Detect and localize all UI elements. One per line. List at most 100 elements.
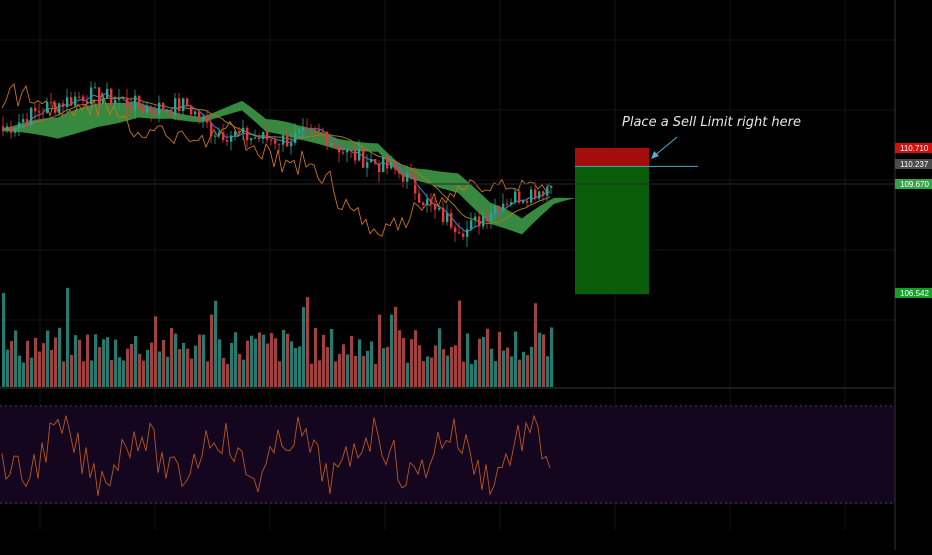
candlesticks bbox=[2, 81, 553, 248]
volume-bar bbox=[134, 335, 138, 387]
candle-down bbox=[518, 191, 521, 203]
candle-down bbox=[534, 189, 537, 199]
volume-bar bbox=[178, 349, 182, 387]
candle-down bbox=[342, 152, 345, 154]
candle-up bbox=[250, 138, 253, 141]
volume-bar bbox=[298, 346, 302, 387]
price-tag-stop-label: 110.710 bbox=[900, 144, 929, 153]
volume-bar bbox=[510, 356, 514, 387]
candle-down bbox=[334, 143, 337, 147]
candle-up bbox=[202, 116, 205, 120]
candle-up bbox=[546, 187, 549, 196]
candle-down bbox=[314, 128, 317, 130]
volume-bar bbox=[418, 345, 422, 387]
volume-bar bbox=[106, 337, 110, 387]
volume-bar bbox=[474, 359, 478, 387]
volume-bar bbox=[190, 358, 194, 387]
volume-bar bbox=[538, 332, 542, 387]
volume-bar bbox=[370, 341, 374, 387]
cloud-bullish bbox=[2, 100, 574, 235]
candle-down bbox=[266, 131, 269, 140]
candle-up bbox=[446, 212, 449, 223]
candle-up bbox=[490, 213, 493, 222]
volume-bar bbox=[150, 342, 154, 387]
volume-bar bbox=[138, 353, 142, 387]
candle-down bbox=[486, 216, 489, 222]
volume-bar bbox=[250, 335, 254, 387]
candle-up bbox=[174, 98, 177, 115]
volume-bar bbox=[142, 360, 146, 387]
volume-bar bbox=[342, 344, 346, 387]
candle-up bbox=[406, 173, 409, 182]
volume-bar bbox=[202, 334, 206, 387]
volume-bar bbox=[546, 356, 550, 387]
short-position-tool[interactable] bbox=[575, 148, 698, 295]
volume-bar bbox=[62, 361, 66, 387]
volume-bar bbox=[162, 340, 166, 387]
candle-up bbox=[390, 162, 393, 169]
volume-bar bbox=[234, 332, 238, 387]
candle-down bbox=[226, 139, 229, 142]
candle-down bbox=[414, 176, 417, 194]
candle-down bbox=[398, 169, 401, 174]
candle-up bbox=[234, 131, 237, 136]
candle-down bbox=[186, 98, 189, 106]
price-tag-entry: 110.237 bbox=[895, 159, 932, 169]
candle-down bbox=[190, 105, 193, 115]
volume-bar bbox=[58, 327, 62, 387]
volume-bar bbox=[18, 355, 22, 387]
volume-bar bbox=[482, 337, 486, 387]
volume-bar bbox=[334, 361, 338, 387]
volume-bar bbox=[494, 361, 498, 387]
candle-up bbox=[482, 216, 485, 227]
volume-bar bbox=[146, 349, 150, 387]
candle-up bbox=[530, 189, 533, 203]
candle-down bbox=[422, 202, 425, 205]
candle-down bbox=[162, 102, 165, 111]
volume-bar bbox=[98, 347, 102, 387]
volume-bar bbox=[398, 330, 402, 387]
candle-down bbox=[310, 127, 313, 129]
candle-up bbox=[346, 150, 349, 153]
candle-up bbox=[114, 99, 117, 104]
volume-bar bbox=[294, 348, 298, 387]
candle-down bbox=[274, 140, 277, 144]
volume-bar bbox=[2, 293, 6, 387]
price-tag-last: 109.670 bbox=[895, 179, 932, 189]
volume-bar bbox=[522, 351, 526, 387]
volume-bar bbox=[54, 337, 58, 387]
volume-bar bbox=[486, 328, 490, 387]
volume-bar bbox=[466, 333, 470, 387]
take-profit-zone bbox=[575, 166, 649, 295]
candle-up bbox=[74, 96, 77, 106]
candle-down bbox=[2, 126, 5, 130]
candle-up bbox=[166, 109, 169, 111]
volume-bar bbox=[382, 348, 386, 387]
candle-down bbox=[338, 146, 341, 153]
candle-down bbox=[82, 96, 85, 102]
candle-down bbox=[542, 191, 545, 196]
volume-bar bbox=[254, 338, 258, 387]
candle-down bbox=[410, 173, 413, 177]
volume-bar bbox=[354, 355, 358, 387]
volume-bar bbox=[238, 353, 242, 387]
candle-up bbox=[282, 135, 285, 145]
volume-bar bbox=[314, 327, 318, 387]
volume-bar bbox=[410, 339, 414, 387]
volume-bar bbox=[226, 364, 230, 387]
price-scale[interactable]: 110.710 110.237 109.670 106.542 bbox=[895, 143, 932, 298]
candle-down bbox=[378, 163, 381, 172]
candle-up bbox=[550, 185, 553, 188]
candle-down bbox=[42, 112, 45, 114]
candle-down bbox=[154, 111, 157, 115]
volume-bar bbox=[166, 356, 170, 387]
volume-bar bbox=[426, 356, 430, 387]
candle-down bbox=[386, 156, 389, 169]
volume-bar bbox=[542, 334, 546, 387]
volume-bar bbox=[306, 297, 310, 387]
candle-down bbox=[498, 205, 501, 211]
volume-bar bbox=[6, 349, 10, 387]
candle-down bbox=[10, 126, 13, 133]
